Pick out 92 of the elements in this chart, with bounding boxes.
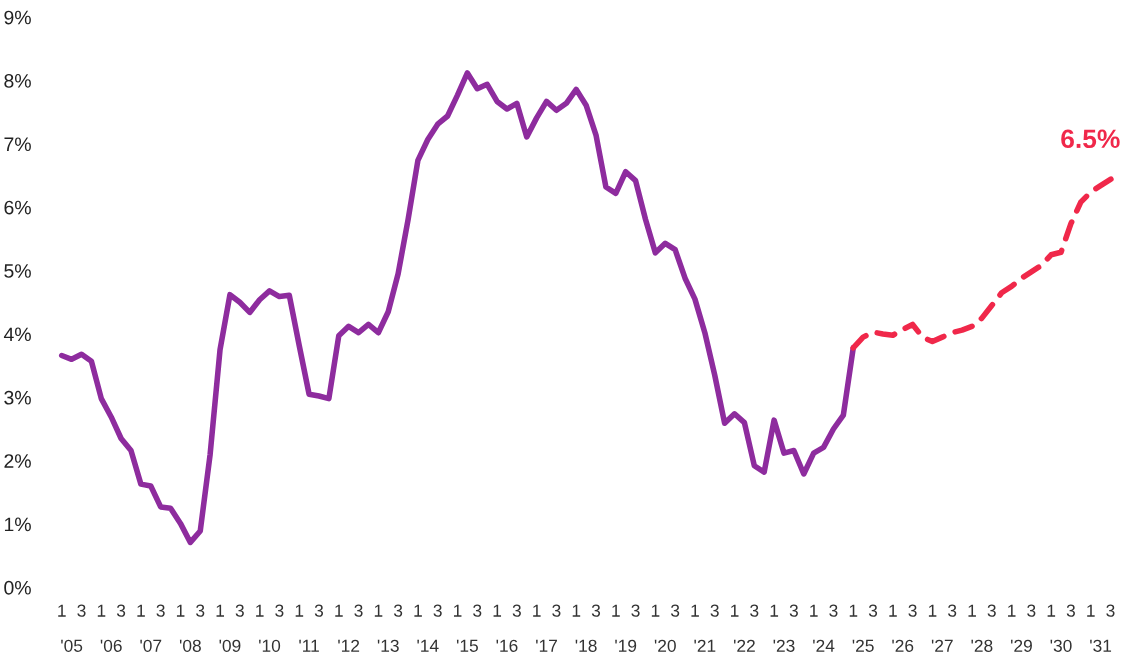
- y-tick-label: 5%: [4, 264, 31, 278]
- x-tick-label: 3: [473, 604, 482, 617]
- x-tick-label: 3: [948, 604, 957, 617]
- text: '12: [338, 639, 360, 652]
- x-tick-label: 1: [889, 604, 897, 617]
- x-tick-label: 1: [612, 604, 620, 617]
- x-tick-label: 1: [691, 604, 699, 617]
- x-tick-label: 3: [1106, 604, 1115, 617]
- x-tick-label: 1: [928, 604, 937, 617]
- y-tick-label: 3%: [4, 390, 31, 405]
- text: '22: [733, 639, 755, 652]
- text: '10: [259, 639, 281, 652]
- text: '29: [1011, 639, 1032, 652]
- x-tick-label: 3: [77, 604, 86, 617]
- x-tick-label: 3: [908, 604, 917, 617]
- x-tick-label: 1: [968, 604, 976, 617]
- x-tick-label: 3: [829, 604, 838, 617]
- x-tick-label: 3: [789, 604, 798, 617]
- x-tick-label: 1: [137, 604, 145, 617]
- text: '20: [654, 639, 676, 652]
- y-tick-label: 9%: [4, 10, 31, 25]
- x-tick-label: 1: [414, 604, 422, 617]
- x-tick-label: 1: [97, 604, 106, 617]
- text: '31: [1090, 639, 1112, 652]
- x-tick-label: 1: [849, 604, 858, 617]
- x-tick-label: 3: [868, 604, 878, 617]
- x-tick-label: 1: [770, 604, 779, 617]
- text: '09: [219, 639, 241, 652]
- y-tick-label: 8%: [4, 73, 31, 88]
- x-tick-label: 3: [591, 604, 601, 617]
- text: '08: [179, 639, 201, 652]
- text: '26: [892, 639, 914, 652]
- text: '23: [773, 639, 795, 652]
- y-tick-label: 0%: [4, 580, 31, 595]
- x-tick-label: 1: [58, 604, 66, 617]
- y-tick-label: 1%: [4, 517, 31, 532]
- text: '15: [456, 639, 478, 652]
- y-tick-label: 2%: [4, 454, 31, 468]
- text: '13: [377, 639, 399, 652]
- x-tick-label: 3: [433, 604, 442, 617]
- y-tick-label: 6%: [4, 200, 31, 215]
- x-tick-label: 1: [572, 604, 581, 617]
- x-tick-label: 3: [156, 604, 165, 617]
- text: '06: [100, 639, 122, 652]
- x-tick-label: 3: [631, 604, 640, 617]
- x-tick-label: 1: [493, 604, 502, 617]
- x-tick-label: 3: [275, 604, 284, 617]
- text: '16: [496, 639, 518, 652]
- text: '30: [1050, 639, 1072, 652]
- text: '28: [971, 639, 993, 652]
- x-tick-label: 3: [552, 604, 561, 617]
- text: '24: [813, 639, 835, 652]
- x-tick-label: 1: [731, 604, 739, 617]
- x-tick-label: 3: [1066, 604, 1075, 617]
- text: '17: [536, 639, 557, 652]
- x-tick-label: 1: [1047, 604, 1056, 617]
- text: '21: [694, 639, 716, 652]
- x-tick-label: 3: [196, 604, 205, 617]
- text: '19: [615, 639, 637, 652]
- x-tick-label: 3: [1027, 604, 1036, 617]
- x-tick-label: 1: [216, 604, 225, 617]
- x-tick-label: 1: [176, 604, 185, 617]
- x-tick-label: 1: [1087, 604, 1095, 617]
- x-tick-label: 3: [235, 604, 244, 617]
- x-tick-label: 3: [670, 604, 680, 617]
- x-tick-label: 1: [1008, 604, 1016, 617]
- text: '27: [931, 639, 953, 652]
- x-tick-label: 1: [453, 604, 462, 617]
- x-tick-label: 3: [512, 604, 521, 617]
- x-tick-label: 3: [710, 604, 719, 617]
- x-tick-label: 1: [256, 604, 264, 617]
- x-tick-label: 1: [374, 604, 383, 617]
- text: '25: [852, 639, 874, 652]
- x-tick-label: 1: [651, 604, 660, 617]
- y-tick-label: 4%: [3, 327, 31, 342]
- annotation: 6.5%: [1061, 129, 1120, 149]
- y-tick-label: 7%: [4, 137, 31, 152]
- x-tick-label: 1: [335, 604, 343, 617]
- text: '14: [417, 639, 439, 652]
- x-tick-label: 3: [987, 604, 996, 617]
- x-tick-label: 1: [533, 604, 541, 617]
- x-tick-label: 3: [314, 604, 324, 617]
- x-tick-label: 1: [810, 604, 818, 617]
- x-tick-label: 3: [354, 604, 363, 617]
- x-tick-label: 1: [295, 604, 304, 617]
- text: '05: [61, 639, 83, 652]
- x-tick-label: 3: [750, 604, 759, 617]
- x-tick-label: 3: [393, 604, 403, 617]
- text: '11: [299, 639, 319, 652]
- text: '07: [140, 639, 162, 652]
- x-tick-label: 3: [116, 604, 126, 617]
- text: '18: [575, 639, 597, 652]
